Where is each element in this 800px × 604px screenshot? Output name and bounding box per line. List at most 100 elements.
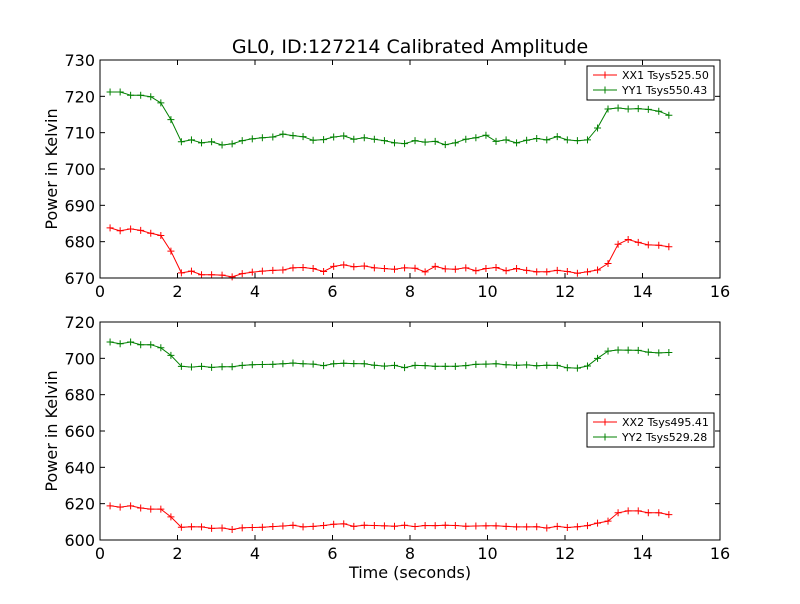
data-point (451, 362, 459, 370)
data-point (533, 134, 541, 142)
data-point (573, 269, 581, 277)
data-point (279, 360, 287, 368)
data-point (340, 261, 348, 269)
data-point (350, 522, 358, 530)
data-point (289, 359, 297, 367)
chart-title: GL0, ID:127214 Calibrated Amplitude (232, 36, 588, 58)
data-point (411, 361, 419, 369)
data-point (330, 360, 338, 368)
data-point (391, 265, 398, 273)
data-point (360, 521, 368, 529)
y-tick-label: 600 (64, 531, 95, 550)
data-point (340, 132, 348, 140)
data-point (238, 270, 246, 278)
y-tick-label: 700 (64, 160, 95, 179)
data-point (380, 265, 388, 273)
data-point (360, 360, 368, 368)
data-point (401, 264, 409, 272)
data-point (462, 264, 470, 272)
y-tick-label: 620 (64, 495, 95, 514)
data-point (594, 354, 602, 362)
data-point (401, 364, 409, 372)
data-point (482, 360, 490, 368)
legend-marker (601, 433, 609, 441)
legend-box (586, 412, 715, 448)
data-point (614, 509, 622, 517)
data-point (513, 361, 521, 369)
data-point (157, 99, 165, 107)
data-point (127, 225, 135, 233)
y-tick-label: 710 (64, 124, 95, 143)
data-point (523, 361, 531, 369)
data-point (157, 505, 165, 513)
plot-frame (99, 321, 721, 541)
data-point (441, 521, 449, 529)
data-point (583, 522, 591, 530)
data-point (299, 360, 307, 368)
y-tick-label: 670 (64, 269, 95, 288)
data-point (563, 136, 571, 144)
data-point (482, 131, 490, 139)
data-point (228, 525, 236, 533)
data-point (665, 243, 673, 251)
top-panel: 0 2 4 6 8 10 12 14 16 670 680 690 700 710 720 730 Power … (42, 51, 730, 301)
data-point (360, 262, 368, 270)
data-point (533, 362, 541, 370)
y-tick-label: 690 (64, 196, 95, 215)
x-tick-label: 2 (172, 544, 182, 563)
data-point (634, 346, 642, 354)
data-point (644, 348, 652, 356)
data-point (248, 135, 256, 143)
data-point (502, 267, 510, 275)
data-point (624, 507, 632, 515)
data-point (634, 238, 642, 246)
legend-marker (601, 418, 609, 426)
data-point (269, 523, 277, 531)
bottom-panel: 0 2 4 6 8 10 12 14 16 600 620 640 660 680 700 720 Power … (42, 313, 730, 582)
x-tick-label: 14 (632, 544, 652, 563)
data-point (106, 88, 114, 96)
data-point (411, 137, 419, 145)
data-point (391, 361, 398, 369)
data-point (127, 502, 135, 510)
data-point (218, 524, 226, 532)
data-point (482, 265, 490, 273)
data-point (147, 505, 155, 513)
data-point (340, 359, 348, 367)
data-point (553, 361, 561, 369)
data-point (177, 362, 185, 370)
data-point (147, 93, 155, 101)
data-point (472, 360, 480, 368)
data-point (614, 240, 622, 248)
data-point (563, 364, 571, 372)
data-point (472, 267, 480, 275)
data-point (421, 521, 429, 529)
legend-box (586, 65, 715, 101)
data-point (604, 259, 612, 267)
x-tick-label: 6 (327, 544, 337, 563)
data-point (228, 273, 236, 281)
data-point (208, 363, 216, 371)
y-tick-label: 660 (64, 422, 95, 441)
data-point (238, 524, 246, 532)
data-point (238, 361, 246, 369)
data-point (350, 263, 358, 271)
data-point (421, 268, 429, 276)
data-point (106, 338, 114, 346)
data-point (543, 268, 551, 276)
data-point (553, 522, 561, 530)
data-point (502, 136, 510, 144)
data-point (513, 139, 521, 147)
data-point (309, 136, 317, 144)
data-point (208, 271, 216, 279)
data-point (187, 363, 195, 371)
data-point (137, 504, 145, 512)
data-point (157, 231, 165, 239)
data-point (563, 523, 571, 531)
data-point (492, 137, 500, 145)
y-tick-label: 720 (64, 313, 95, 332)
data-point (309, 360, 317, 368)
data-point (614, 346, 622, 354)
data-point (492, 360, 500, 368)
data-point (604, 105, 612, 113)
